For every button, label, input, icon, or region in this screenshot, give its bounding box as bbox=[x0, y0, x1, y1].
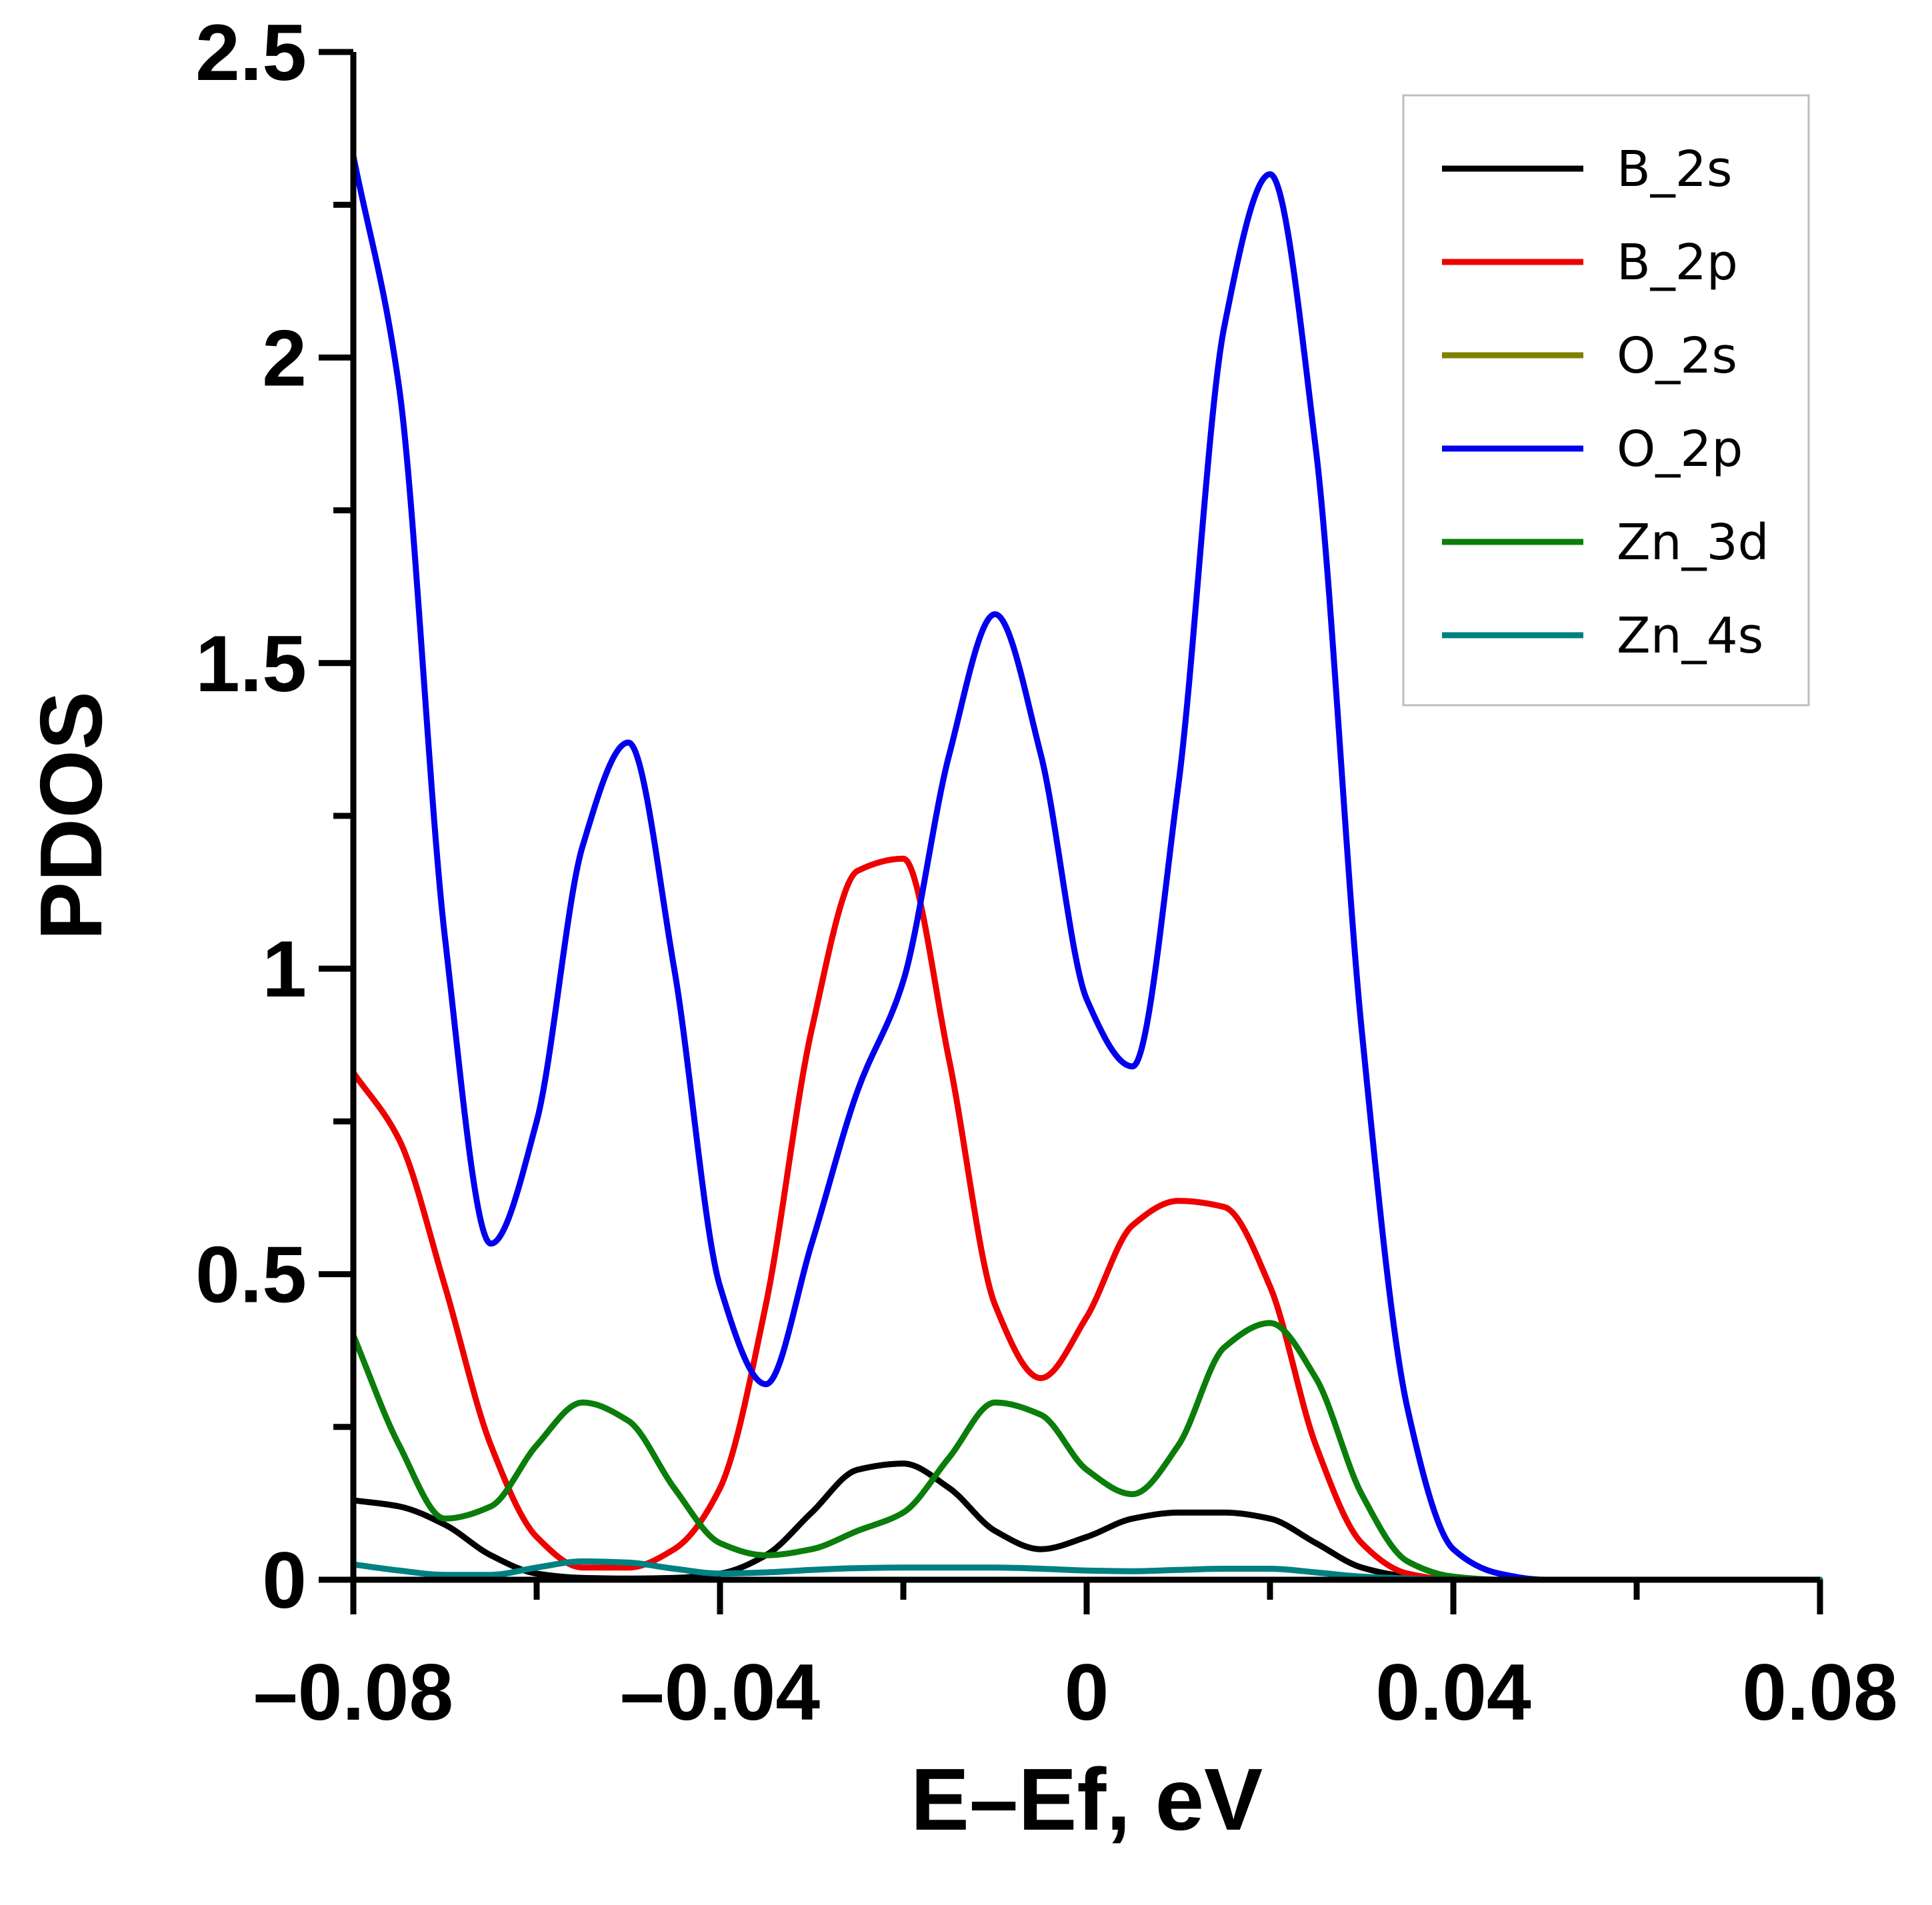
legend-label: B_2s bbox=[1617, 141, 1732, 198]
y-tick-label: 0.5 bbox=[195, 1230, 307, 1320]
x-tick-label: –0.04 bbox=[620, 1648, 821, 1737]
x-tick-label: –0.08 bbox=[253, 1648, 453, 1737]
x-axis-title: E–Ef, eV bbox=[911, 1750, 1263, 1848]
legend-item-b-2p: B_2p bbox=[1442, 234, 1738, 291]
y-axis-title: PDOS bbox=[22, 691, 120, 941]
legend-label: O_2p bbox=[1617, 421, 1743, 478]
legend-item-b-2s: B_2s bbox=[1442, 141, 1732, 198]
legend-label: B_2p bbox=[1617, 234, 1738, 291]
y-tick-label: 2 bbox=[262, 313, 307, 403]
y-tick-label: 0 bbox=[262, 1536, 307, 1625]
x-tick-label: 0 bbox=[1065, 1648, 1109, 1737]
y-tick-label: 1.5 bbox=[195, 619, 307, 709]
ticks-layer: –0.08 –0.04 0 0.04 0.08 0 0.5 1 1.5 2 2.5 bbox=[195, 8, 1898, 1737]
legend-label: Zn_3d bbox=[1617, 514, 1769, 571]
series-line-zn-3d bbox=[350, 1320, 1823, 1583]
x-tick-label: 0.04 bbox=[1375, 1648, 1531, 1737]
legend-item-o-2s: O_2s bbox=[1442, 327, 1737, 385]
legend-item-o-2p: O_2p bbox=[1442, 421, 1743, 478]
legend-item-zn-3d: Zn_3d bbox=[1442, 514, 1769, 571]
series-line-o-2p bbox=[350, 153, 1823, 1583]
legend-items: B_2s B_2p O_2s O_2p Zn_3d Zn_4s bbox=[1442, 141, 1769, 665]
y-tick-label: 2.5 bbox=[195, 8, 307, 97]
legend: B_2s B_2p O_2s O_2p Zn_3d Zn_4s bbox=[1402, 94, 1810, 707]
legend-label: O_2s bbox=[1617, 327, 1737, 385]
x-tick-label: 0.08 bbox=[1742, 1648, 1898, 1737]
legend-box bbox=[1402, 94, 1810, 707]
legend-item-zn-4s: Zn_4s bbox=[1442, 607, 1763, 665]
legend-label: Zn_4s bbox=[1617, 607, 1763, 665]
y-tick-label: 1 bbox=[262, 925, 307, 1014]
